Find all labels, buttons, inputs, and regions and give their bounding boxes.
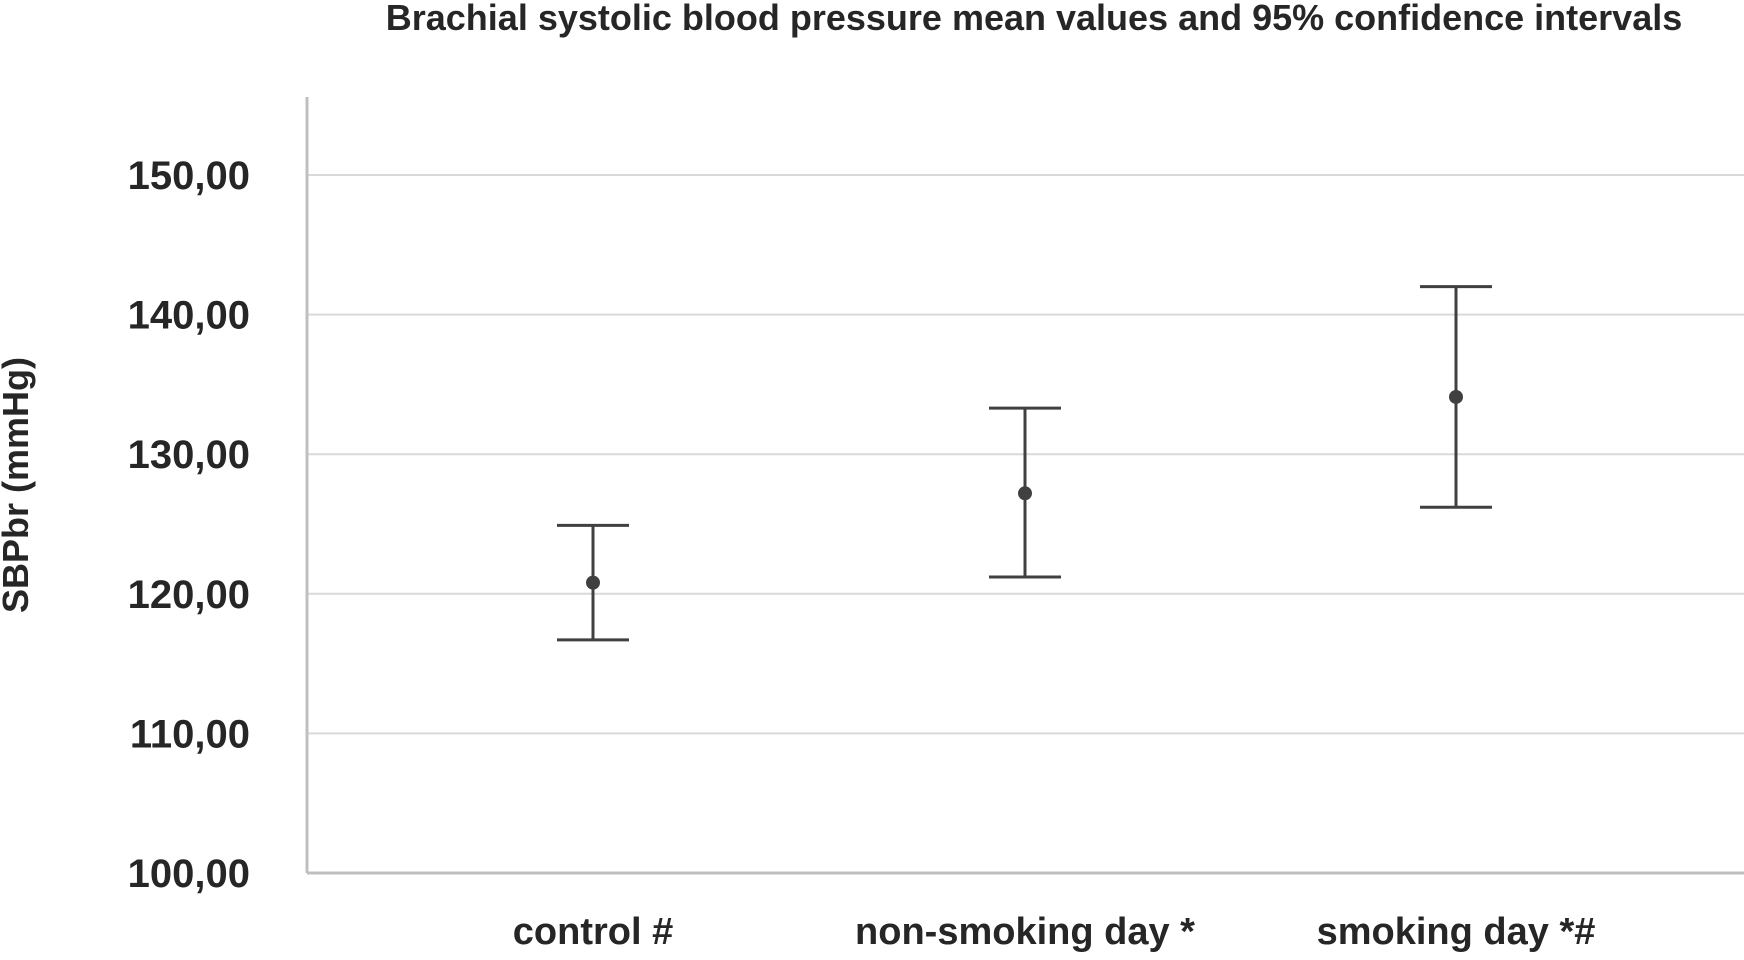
x-category-label: control # [513, 911, 673, 953]
y-tick-label: 140,00 [128, 294, 250, 338]
y-tick-label: 100,00 [128, 852, 250, 896]
y-tick-labels: 100,00 110,00 120,00 130,00 140,00 150,00 [128, 154, 250, 896]
x-category-label: non-smoking day * [855, 911, 1195, 953]
y-tick-label: 120,00 [128, 573, 250, 617]
mean-point [586, 575, 600, 590]
mean-point [1449, 389, 1463, 404]
y-tick-label: 150,00 [128, 154, 250, 198]
ci-series [557, 285, 1492, 642]
mean-point [1018, 486, 1032, 501]
y-tick-label: 130,00 [128, 433, 250, 477]
ci-group [989, 406, 1061, 579]
y-tick-label: 110,00 [130, 712, 250, 756]
y-axis-title: SBPbr (mmHg) [0, 357, 36, 613]
ci-group [1420, 285, 1492, 509]
x-category-labels: control # non-smoking day * smoking day *# [513, 911, 1596, 953]
chart-title: Brachial systolic blood pressure mean va… [386, 0, 1683, 38]
ci-group [557, 523, 629, 642]
x-category-label: smoking day *# [1317, 911, 1596, 953]
